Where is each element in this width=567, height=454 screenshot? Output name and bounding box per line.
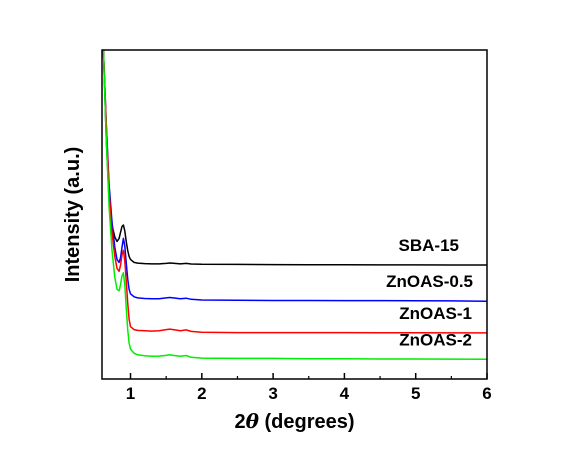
series-label-znoas-0-5: ZnOAS-0.5 <box>386 272 473 291</box>
x-tick-label: 2 <box>197 384 206 403</box>
series-line-znoas-0-5 <box>102 50 487 302</box>
x-tick-label: 1 <box>126 384 135 403</box>
series-line-sba-15 <box>102 50 487 266</box>
series-label-znoas-1: ZnOAS-1 <box>399 304 472 323</box>
x-tick-layer: 1 2 3 4 5 6 <box>126 373 492 403</box>
plot-frame <box>101 49 488 380</box>
x-axis-title-prefix: 2 <box>234 411 245 433</box>
series-label-layer: SBA-15 ZnOAS-0.5 ZnOAS-1 ZnOAS-2 <box>386 236 473 349</box>
series-layer <box>102 50 487 361</box>
y-axis-title: Intensity (a.u.) <box>62 147 84 283</box>
series-label-sba-15: SBA-15 <box>399 236 459 255</box>
series-line-znoas-2 <box>102 50 487 361</box>
x-tick-label: 4 <box>340 384 350 403</box>
x-axis-title: 2θ (degrees) <box>234 409 354 433</box>
x-tick-label: 3 <box>268 384 277 403</box>
x-tick-label: 6 <box>482 384 491 403</box>
x-tick-label: 5 <box>411 384 420 403</box>
series-label-znoas-2: ZnOAS-2 <box>399 330 472 349</box>
x-axis-title-symbol: θ <box>246 409 260 433</box>
series-line-znoas-1 <box>102 50 487 334</box>
x-axis-title-unit: (degrees) <box>259 411 355 433</box>
